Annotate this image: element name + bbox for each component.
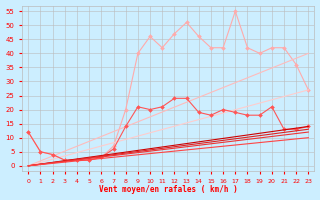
X-axis label: Vent moyen/en rafales ( km/h ): Vent moyen/en rafales ( km/h )	[99, 185, 238, 194]
